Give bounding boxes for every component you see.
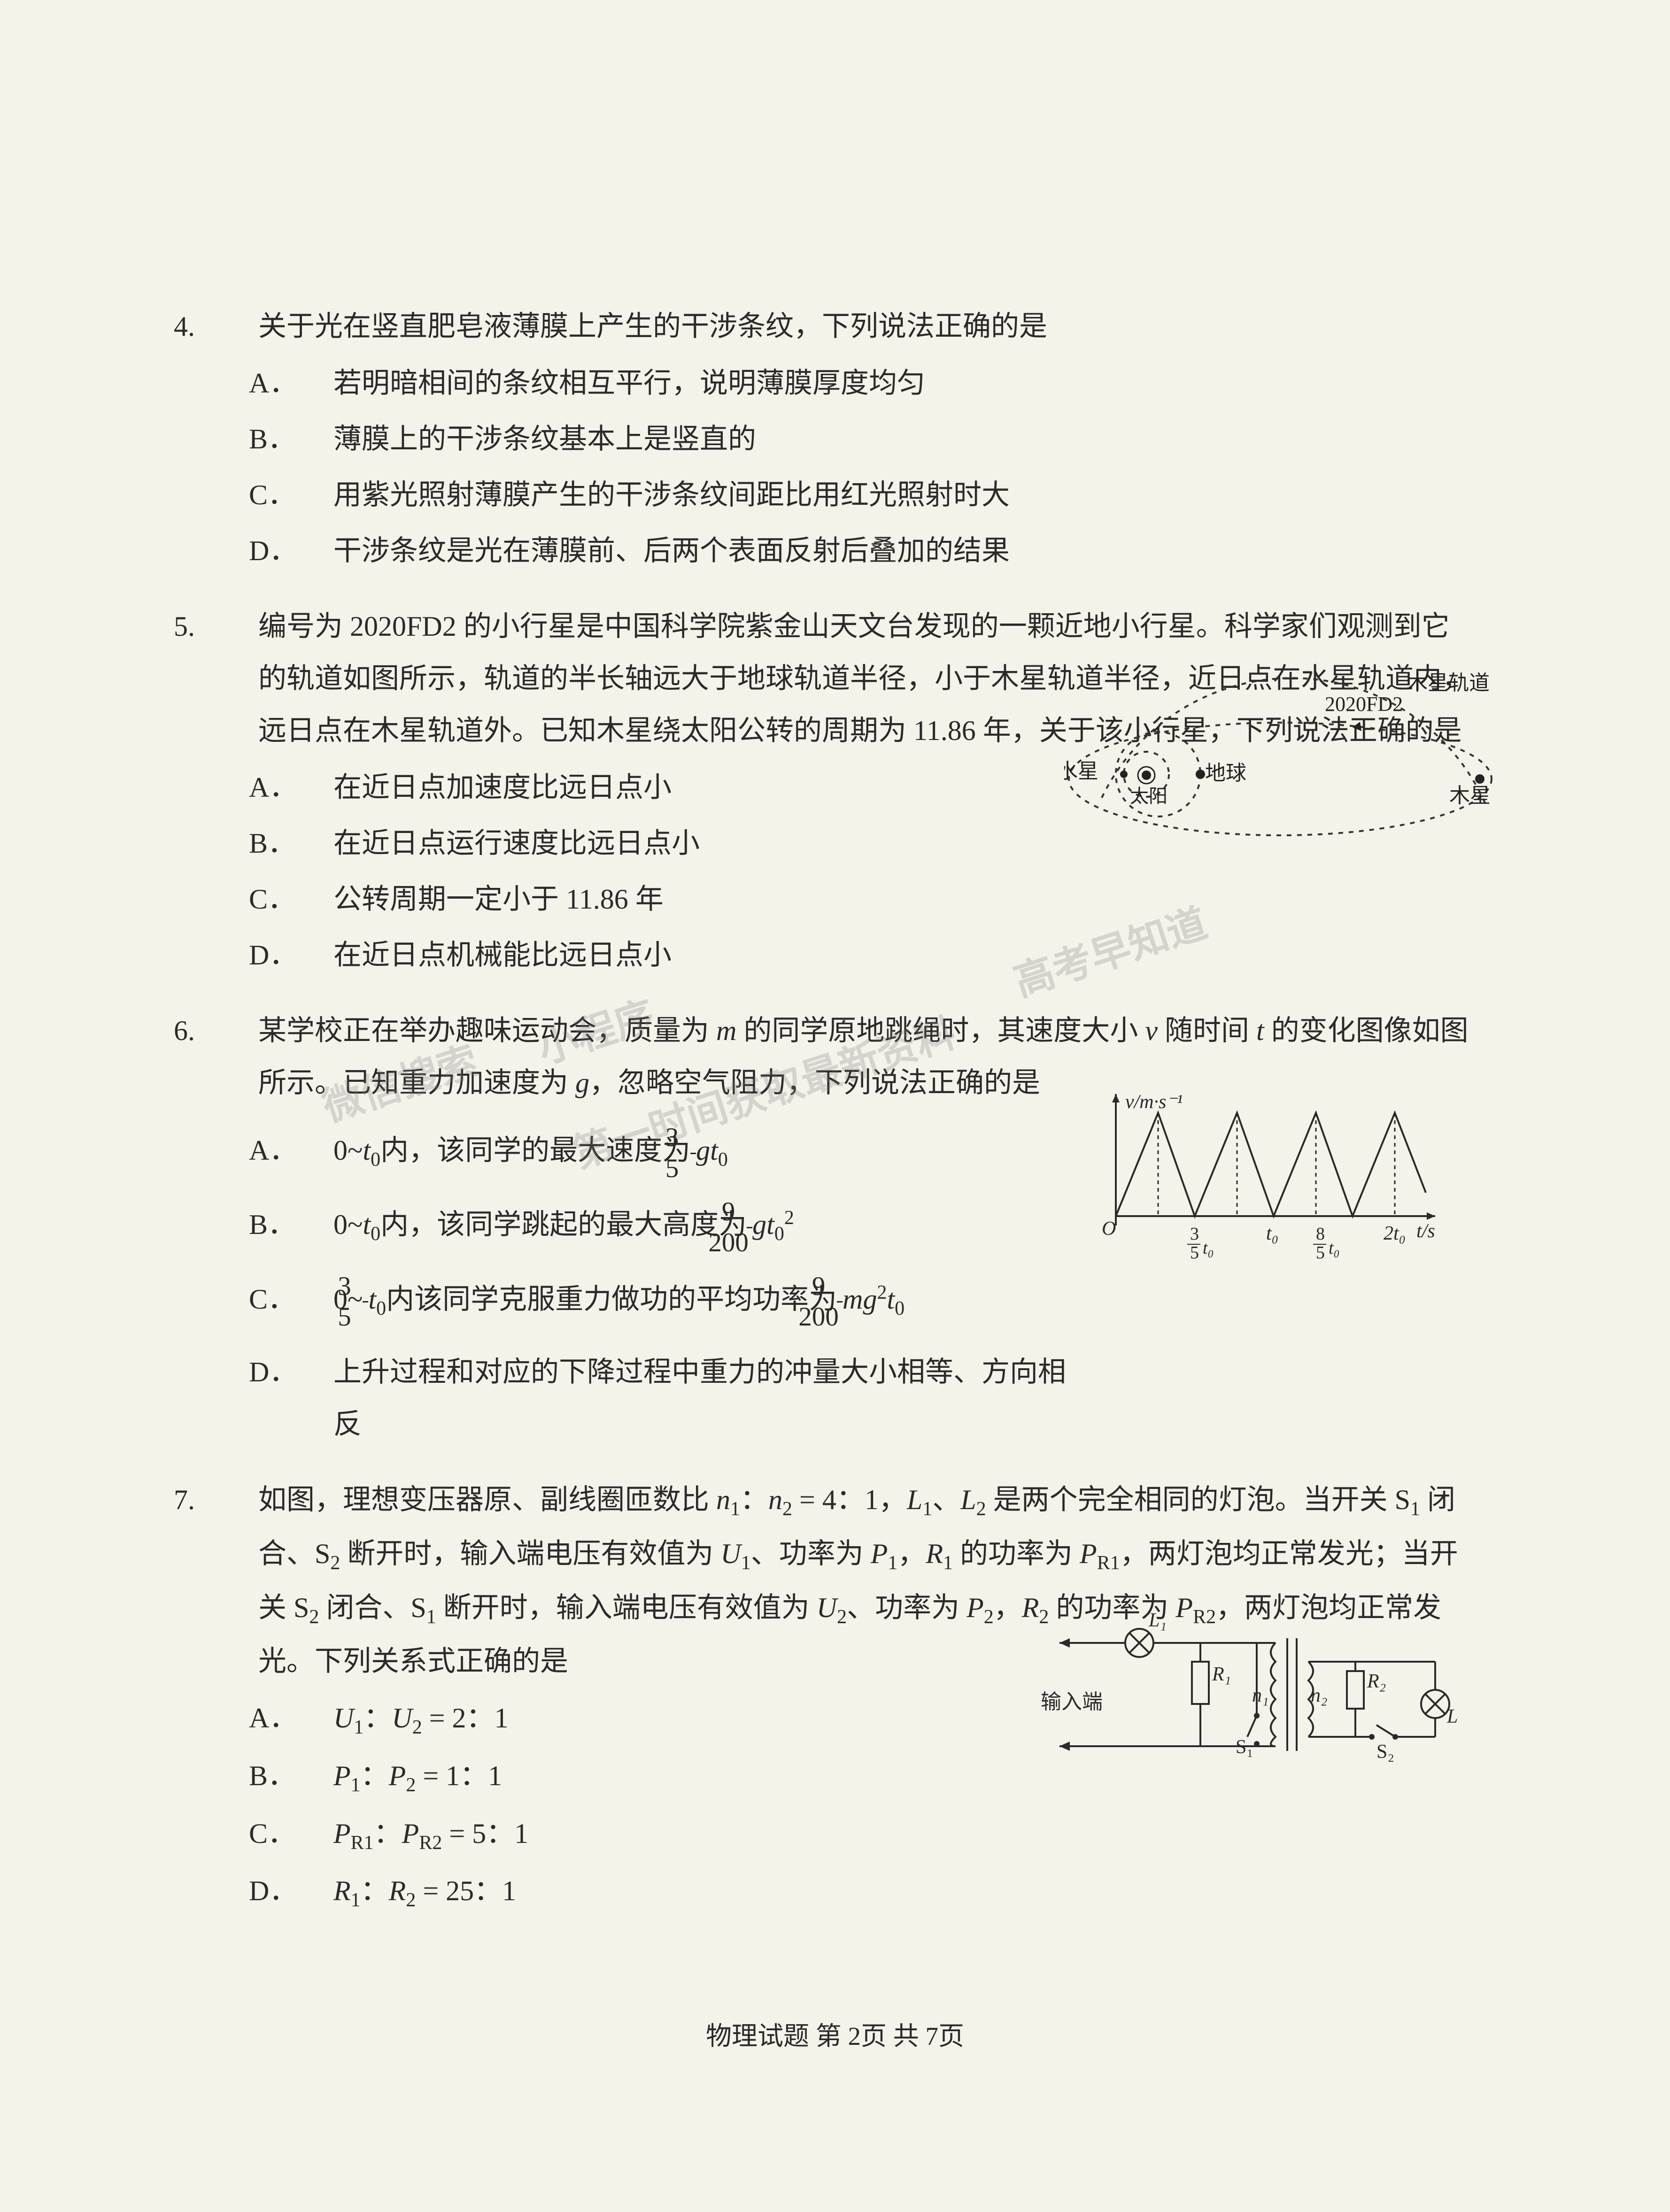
q4-option-d: D．干涉条纹是光在薄膜前、后两个表面反射后叠加的结果 (291, 525, 1473, 577)
q7-num: 7. (216, 1474, 258, 1526)
q4-stem: 4.关于光在竖直肥皂液薄膜上产生的干涉条纹，下列说法正确的是 (216, 301, 1473, 353)
q4-options: A．若明暗相间的条纹相互平行，说明薄膜厚度均匀 B．薄膜上的干涉条纹基本上是竖直… (216, 357, 1473, 577)
exam-page: 4.关于光在竖直肥皂液薄膜上产生的干涉条纹，下列说法正确的是 A．若明暗相间的条… (0, 0, 1670, 2212)
q5-option-c: C．公转周期一定小于 11.86 年 (291, 873, 996, 925)
q7-option-d: D．R1：R2 = 25：1 (291, 1865, 996, 1919)
svg-text:L₂: L₂ (1446, 1706, 1459, 1727)
svg-text:L₁: L₁ (1148, 1610, 1167, 1631)
q7-option-a: A．U1：U2 = 2：1 (291, 1692, 996, 1746)
svg-text:地球: 地球 (1205, 762, 1246, 785)
q6-option-d: D．上升过程和对应的下降过程中重力的冲量大小相等、方向相反 (291, 1346, 1090, 1450)
q4-stem-text: 关于光在竖直肥皂液薄膜上产生的干涉条纹，下列说法正确的是 (258, 311, 1047, 342)
q6-option-b: B．0~t0内，该同学跳起的最大高度为9200gt02 (291, 1197, 1090, 1257)
transformer-circuit: L₁ R₁ S₁ n₁ (1027, 1596, 1459, 1798)
svg-text:输入端: 输入端 (1041, 1690, 1103, 1713)
q4-option-b: B．薄膜上的干涉条纹基本上是竖直的 (291, 413, 1473, 465)
orbit-diagram: 2020FD2 木星轨道 水星 太阳 地球 木星 (1064, 657, 1496, 915)
svg-text:太阳: 太阳 (1130, 786, 1167, 807)
q4-option-a: A．若明暗相间的条纹相互平行，说明薄膜厚度均匀 (291, 357, 1473, 409)
svg-text:2t₀: 2t₀ (1384, 1223, 1406, 1244)
svg-text:n₂: n₂ (1311, 1685, 1328, 1706)
svg-text:t₀: t₀ (1329, 1238, 1340, 1258)
svg-text:O: O (1102, 1218, 1116, 1240)
q7-option-b: B．P1：P2 = 1：1 (291, 1750, 996, 1804)
question-6: 6.某学校正在举办趣味运动会，质量为 m 的同学原地跳绳时，其速度大小 v 随时… (216, 1005, 1473, 1450)
svg-text:v/m·s⁻¹: v/m·s⁻¹ (1125, 1091, 1183, 1113)
svg-text:t₀: t₀ (1266, 1223, 1278, 1244)
q6-option-a: A．0~t0内，该同学的最大速度为35gt0 (291, 1123, 1090, 1183)
svg-text:木星轨道: 木星轨道 (1407, 671, 1490, 694)
q4-num: 4. (216, 301, 258, 353)
q5-num: 5. (216, 601, 258, 653)
content-area: 4.关于光在竖直肥皂液薄膜上产生的干涉条纹，下列说法正确的是 A．若明暗相间的条… (216, 301, 1473, 1919)
q7-options: A．U1：U2 = 2：1 B．P1：P2 = 1：1 C．PR1：PR2 = … (216, 1692, 996, 1919)
q6-option-c: C．0~35t0内该同学克服重力做功的平均功率为9200mg2t0 (291, 1272, 1090, 1332)
question-7: 7.如图，理想变压器原、副线圈匝数比 n1：n2 = 4：1，L1、L2 是两个… (216, 1474, 1473, 1919)
svg-text:水星: 水星 (1064, 760, 1098, 783)
svg-text:35: 35 (1190, 1224, 1199, 1263)
svg-text:t/s: t/s (1416, 1220, 1435, 1242)
svg-text:R₁: R₁ (1212, 1664, 1231, 1685)
svg-text:n₁: n₁ (1252, 1685, 1269, 1706)
velocity-graph: v/m·s⁻¹ t/s O 35 t₀ t₀ 85 t₀ 2t₀ (1088, 1085, 1445, 1272)
svg-text:2020FD2: 2020FD2 (1325, 693, 1403, 716)
svg-text:木星: 木星 (1449, 784, 1491, 807)
q5-option-b: B．在近日点运行速度比远日点小 (291, 817, 996, 870)
svg-text:S₂: S₂ (1376, 1741, 1394, 1763)
svg-text:R₂: R₂ (1367, 1671, 1386, 1692)
q5-option-d: D．在近日点机械能比远日点小 (291, 929, 996, 981)
q7-option-c: C．PR1：PR2 = 5：1 (291, 1808, 996, 1862)
svg-text:S₁: S₁ (1236, 1736, 1253, 1758)
q4-option-c: C．用紫光照射薄膜产生的干涉条纹间距比用红光照射时大 (291, 469, 1473, 521)
question-4: 4.关于光在竖直肥皂液薄膜上产生的干涉条纹，下列说法正确的是 A．若明暗相间的条… (216, 301, 1473, 577)
q5-options: A．在近日点加速度比远日点小 B．在近日点运行速度比远日点小 C．公转周期一定小… (216, 762, 996, 981)
q6-options: A．0~t0内，该同学的最大速度为35gt0 B．0~t0内，该同学跳起的最大高… (216, 1123, 1090, 1450)
question-5: 5.编号为 2020FD2 的小行星是中国科学院紫金山天文台发现的一颗近地小行星… (216, 601, 1473, 981)
svg-text:85: 85 (1316, 1224, 1325, 1263)
q6-num: 6. (216, 1005, 258, 1057)
svg-text:t₀: t₀ (1203, 1238, 1214, 1258)
q5-option-a: A．在近日点加速度比远日点小 (291, 762, 996, 814)
page-footer: 物理试题 第 2页 共 7页 (0, 2015, 1670, 2052)
